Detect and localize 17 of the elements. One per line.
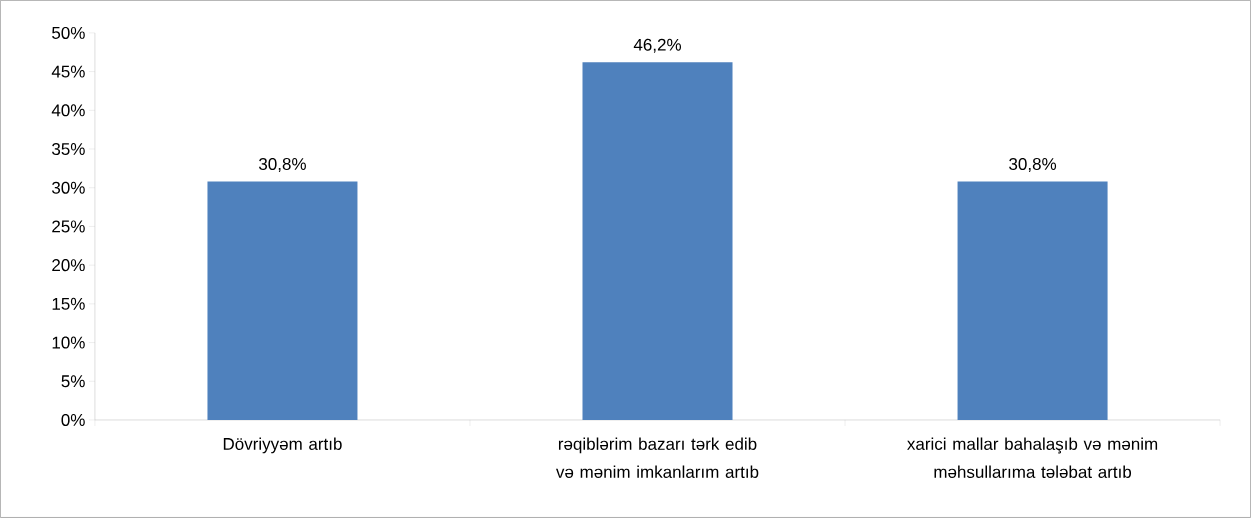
- y-tick-label: 5%: [61, 375, 85, 388]
- y-tick-label: 15%: [52, 297, 85, 310]
- y-tick-label: 25%: [52, 220, 85, 233]
- data-label: 46,2%: [633, 38, 682, 53]
- y-tick-label: 35%: [52, 143, 85, 156]
- data-label: 30,8%: [258, 158, 306, 173]
- y-tick-label: 0%: [61, 414, 85, 427]
- y-tick-label: 50%: [52, 26, 85, 39]
- y-tick-label: 20%: [52, 259, 85, 272]
- x-tick-label: Dövriyyəm artıb: [223, 437, 342, 454]
- y-tick-label: 10%: [52, 336, 85, 349]
- x-tick-label: rəqiblərim bazarı tərk edib və mənim imkanlarım artıb: [556, 437, 759, 479]
- data-label: 30,8%: [1009, 158, 1057, 173]
- y-tick-label: 45%: [51, 65, 85, 78]
- y-tick-label: 40%: [51, 104, 85, 117]
- y-tick-label: 30%: [52, 181, 85, 194]
- x-tick-label: xarici mallar bahalaşıb və mənim məhsullarıma tələbat artıb: [907, 437, 1158, 479]
